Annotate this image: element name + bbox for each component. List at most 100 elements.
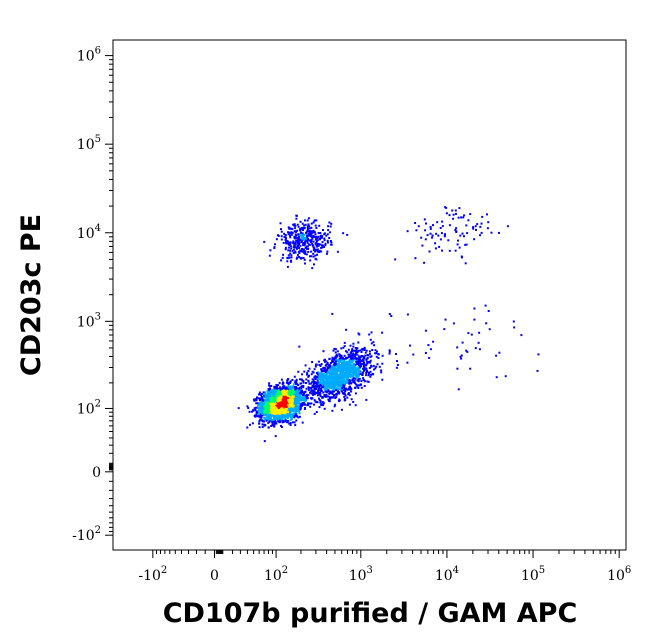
data-point [296, 229, 299, 232]
data-point [277, 391, 280, 394]
data-point [288, 226, 291, 229]
data-point [429, 348, 432, 351]
data-point [340, 374, 342, 377]
data-point [333, 384, 335, 386]
data-point [303, 236, 306, 239]
data-point [267, 418, 270, 421]
data-point [321, 382, 324, 385]
data-point [333, 388, 336, 391]
data-point [274, 435, 277, 438]
data-point [332, 360, 335, 363]
data-point [287, 399, 290, 402]
data-point [348, 403, 351, 406]
data-point [324, 244, 327, 246]
data-point [334, 397, 337, 399]
data-point [343, 391, 346, 394]
data-point [314, 387, 317, 390]
data-point [452, 213, 455, 216]
data-point [279, 390, 282, 393]
data-point [268, 254, 271, 257]
data-point [335, 382, 337, 385]
data-point [291, 385, 293, 388]
data-point [314, 242, 317, 245]
data-point [294, 235, 297, 238]
data-point [294, 383, 297, 386]
data-point [461, 341, 464, 344]
data-point [307, 370, 310, 372]
data-point [277, 407, 280, 409]
data-point [274, 412, 277, 415]
data-point [319, 391, 321, 394]
data-point [333, 376, 336, 379]
data-point [268, 387, 271, 390]
data-point [304, 403, 307, 406]
data-point [472, 227, 475, 230]
data-point [304, 237, 307, 240]
data-point [300, 378, 303, 381]
data-point [287, 254, 290, 257]
data-point [300, 227, 303, 229]
data-point [265, 414, 268, 417]
data-point [314, 254, 317, 257]
data-point [283, 394, 286, 397]
data-point [302, 229, 304, 231]
data-point [312, 378, 315, 381]
data-point [264, 401, 267, 404]
data-point [307, 375, 310, 378]
data-point [348, 379, 351, 381]
data-point [334, 373, 337, 376]
data-point [263, 440, 266, 443]
data-point [307, 389, 310, 392]
data-point [310, 382, 313, 385]
data-point [367, 374, 370, 377]
data-point [362, 377, 365, 380]
data-point [276, 385, 279, 388]
data-point [278, 420, 281, 423]
data-point [337, 383, 340, 386]
data-point [277, 394, 279, 397]
data-point [414, 257, 417, 260]
data-point [335, 393, 338, 396]
data-point [332, 390, 335, 393]
data-point [253, 399, 256, 402]
data-point [328, 381, 331, 384]
data-point [313, 403, 315, 406]
data-point [344, 350, 347, 353]
data-point [280, 228, 282, 231]
data-point [315, 392, 318, 395]
data-point [346, 388, 349, 391]
data-point [354, 353, 357, 356]
data-point [457, 388, 460, 391]
data-point [349, 373, 352, 376]
data-point [351, 356, 354, 358]
data-point [321, 386, 324, 388]
data-point [317, 397, 320, 400]
data-point [372, 341, 375, 344]
data-point [343, 385, 346, 387]
data-point [305, 253, 308, 256]
data-point [334, 351, 337, 354]
data-point [251, 410, 253, 413]
data-point [295, 381, 298, 384]
data-point [329, 374, 332, 377]
data-point [460, 354, 463, 357]
data-point [455, 231, 458, 233]
data-point [307, 217, 310, 220]
data-point [264, 399, 267, 402]
data-point [284, 419, 287, 422]
data-point [315, 240, 318, 243]
data-point [380, 369, 383, 372]
data-point [301, 386, 303, 388]
data-point [296, 253, 299, 256]
data-point [267, 399, 270, 402]
data-point [328, 221, 331, 224]
data-point [299, 231, 302, 234]
data-point [327, 371, 330, 374]
data-point [266, 410, 269, 413]
data-point [357, 365, 360, 368]
data-point [309, 259, 312, 262]
data-point [346, 368, 349, 371]
data-point [282, 253, 285, 256]
data-point [317, 391, 320, 394]
data-point [260, 401, 263, 404]
